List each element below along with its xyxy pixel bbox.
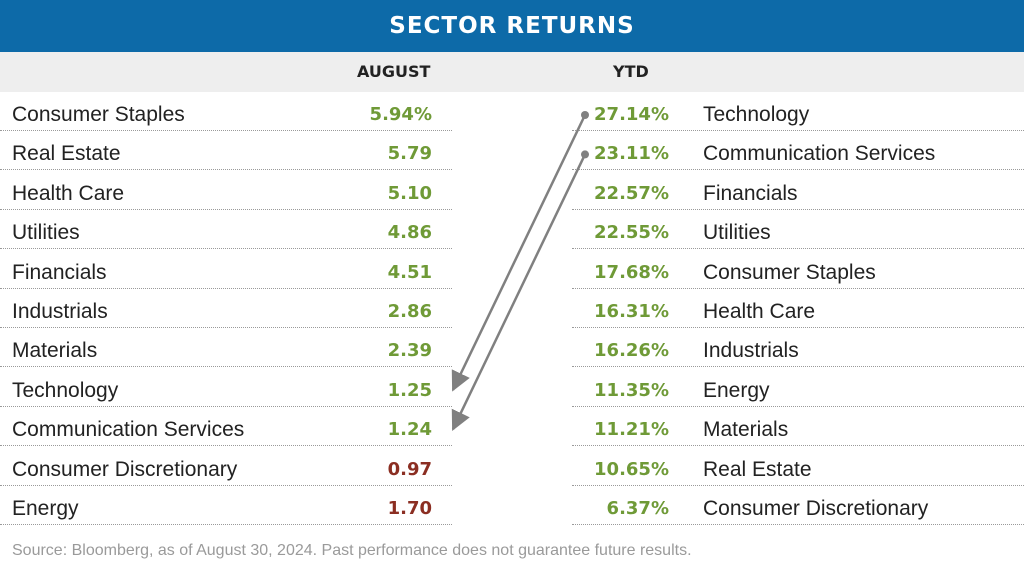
august-row: Industrials 2.86 <box>0 289 452 328</box>
ytd-value: 16.31% <box>594 301 669 322</box>
column-header-ytd: YTD <box>613 62 649 81</box>
august-value: 1.25 <box>387 379 432 401</box>
august-sector-label: Energy <box>12 497 79 520</box>
august-value: 4.51 <box>387 261 432 283</box>
august-value: 5.10 <box>387 182 432 204</box>
ytd-sector-label: Materials <box>703 418 789 442</box>
august-sector-label: Materials <box>12 339 98 363</box>
august-row: Materials 2.39 <box>0 328 452 368</box>
august-value: 4.86 <box>387 222 432 244</box>
ytd-sector-label: Industrials <box>703 339 799 363</box>
august-value: 0.97 <box>387 458 432 480</box>
august-sector-label: Industrials <box>12 300 108 323</box>
ytd-value: 11.35% <box>594 379 669 401</box>
ytd-row: Financials 22.57% <box>572 171 1024 210</box>
august-value: 1.70 <box>387 498 432 519</box>
arrow-origin-dot <box>581 111 589 119</box>
ytd-value: 27.14% <box>594 104 669 125</box>
ytd-value: 22.55% <box>594 222 669 244</box>
ytd-sector-label: Utilities <box>703 221 771 245</box>
change-arrow <box>451 114 587 392</box>
arrow-origin-dot <box>581 150 589 159</box>
chart-title: SECTOR RETURNS <box>389 13 635 39</box>
ytd-value: 17.68% <box>594 261 669 283</box>
ytd-sector-label: Communication Services <box>703 142 936 166</box>
ytd-row: Utilities 22.55% <box>572 210 1024 250</box>
august-sector-label: Health Care <box>12 181 125 205</box>
august-sector-label: Consumer Staples <box>12 103 185 126</box>
ytd-sector-label: Energy <box>703 378 770 402</box>
august-value: 5.94% <box>369 104 432 125</box>
august-value: 2.86 <box>387 301 432 322</box>
august-sector-label: Communication Services <box>12 418 245 442</box>
august-value: 2.39 <box>387 340 432 362</box>
column-header-august: AUGUST <box>357 62 431 81</box>
ytd-sector-label: Consumer Discretionary <box>703 497 929 520</box>
august-row: Financials 4.51 <box>0 250 452 289</box>
august-row: Health Care 5.10 <box>0 171 452 210</box>
ytd-value: 6.37% <box>606 498 669 519</box>
august-sector-label: Real Estate <box>12 142 121 166</box>
august-row: Consumer Discretionary 0.97 <box>0 447 452 486</box>
august-row: Technology 1.25 <box>0 368 452 407</box>
ytd-row: Consumer Discretionary 6.37% <box>572 486 1024 525</box>
ytd-row: Real Estate 10.65% <box>572 447 1024 486</box>
august-sector-label: Technology <box>12 378 119 402</box>
ytd-row: Health Care 16.31% <box>572 289 1024 328</box>
august-sector-label: Consumer Discretionary <box>12 457 238 481</box>
ytd-row: Energy 11.35% <box>572 368 1024 407</box>
august-sector-label: Utilities <box>12 221 80 245</box>
title-bar: SECTOR RETURNS <box>0 0 1024 52</box>
ytd-sector-label: Financials <box>703 181 798 205</box>
change-arrow <box>451 153 587 432</box>
august-row: Consumer Staples 5.94% <box>0 92 452 131</box>
column-header-band <box>0 52 1024 92</box>
august-row: Energy 1.70 <box>0 486 452 525</box>
august-row: Communication Services 1.24 <box>0 407 452 447</box>
august-sector-label: Financials <box>12 260 107 284</box>
ytd-value: 22.57% <box>594 182 669 204</box>
ytd-row: Industrials 16.26% <box>572 328 1024 368</box>
ytd-row: Consumer Staples 17.68% <box>572 250 1024 289</box>
ytd-row: Materials 11.21% <box>572 407 1024 447</box>
ytd-sector-label: Health Care <box>703 300 816 323</box>
ytd-value: 16.26% <box>594 340 669 362</box>
ytd-value: 11.21% <box>594 419 669 441</box>
ytd-sector-label: Technology <box>703 103 810 126</box>
source-note: Source: Bloomberg, as of August 30, 2024… <box>12 542 692 559</box>
ytd-value: 10.65% <box>594 458 669 480</box>
august-value: 5.79 <box>387 143 432 165</box>
ytd-value: 23.11% <box>594 143 669 165</box>
ytd-row: Technology 27.14% <box>572 92 1024 131</box>
ytd-row: Communication Services 23.11% <box>572 131 1024 171</box>
august-row: Real Estate 5.79 <box>0 131 452 171</box>
ytd-sector-label: Real Estate <box>703 457 812 481</box>
august-row: Utilities 4.86 <box>0 210 452 250</box>
ytd-sector-label: Consumer Staples <box>703 260 876 284</box>
august-value: 1.24 <box>387 419 432 441</box>
